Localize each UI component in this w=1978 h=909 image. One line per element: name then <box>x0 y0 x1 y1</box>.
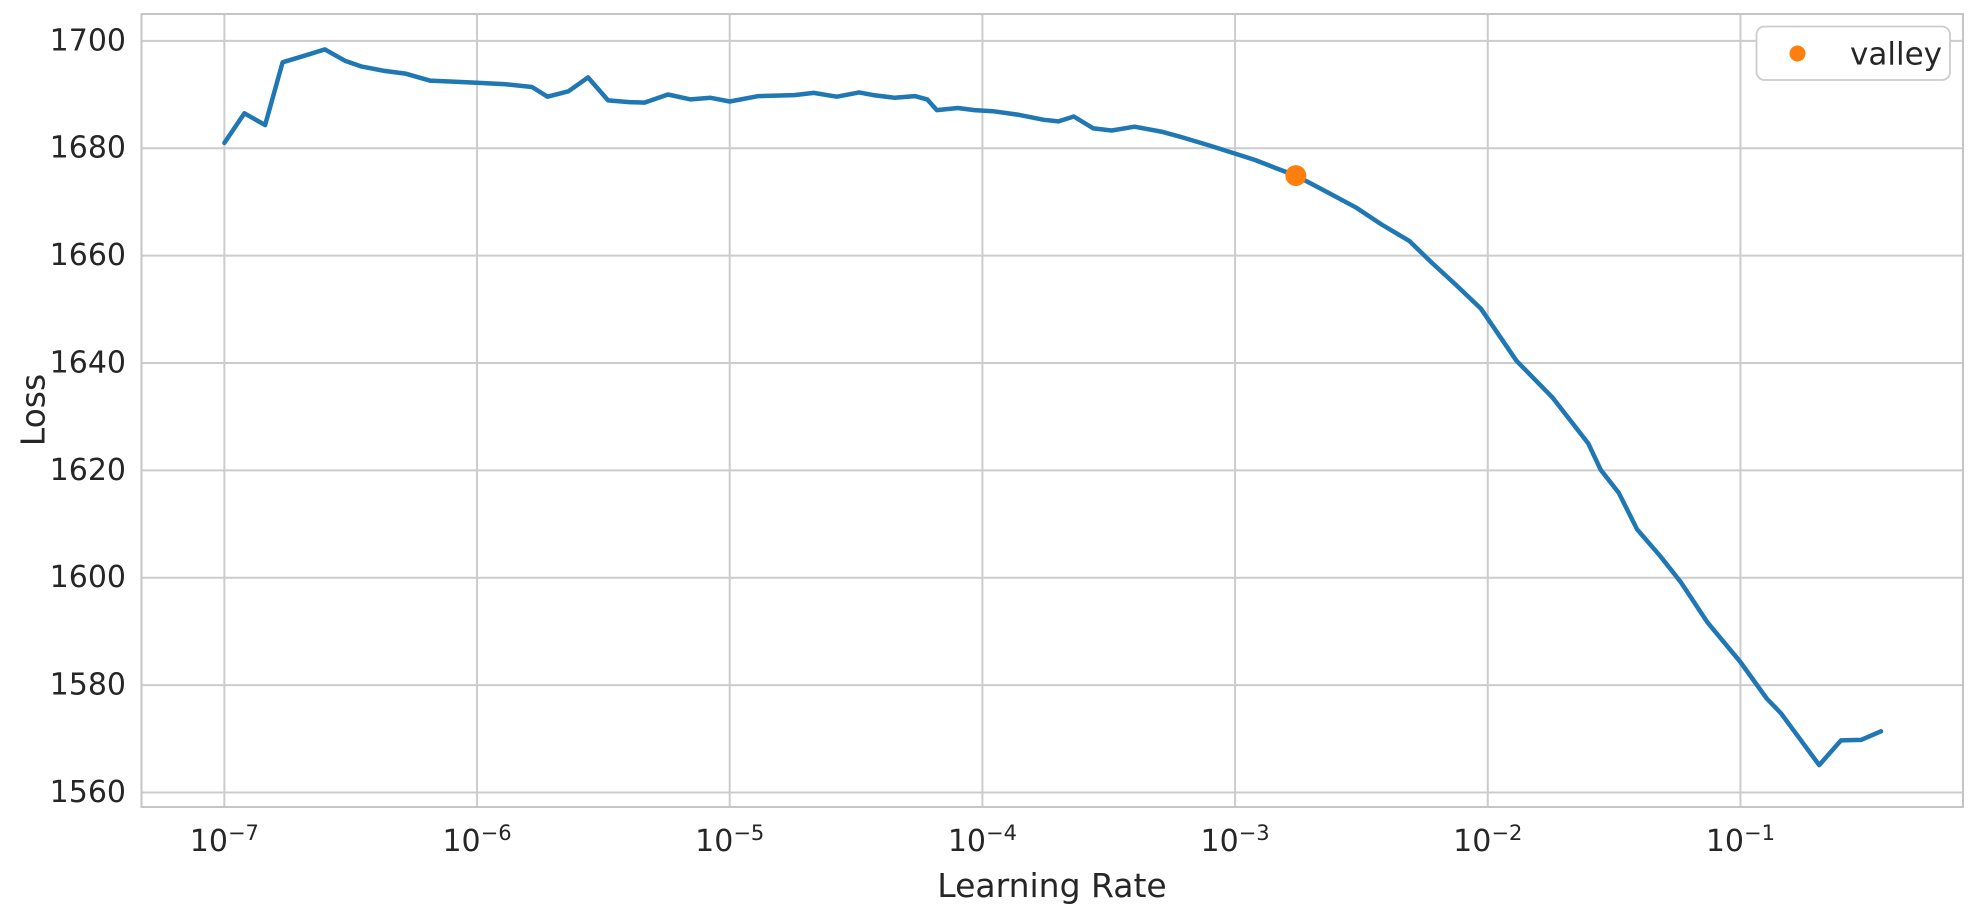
loss-curve-path <box>222 47 1884 768</box>
legend-box <box>1755 25 1951 81</box>
y-tick-labels: 1560 1580 1600 1620 1640 1660 1680 1700 <box>50 23 126 810</box>
x-tick-label: 10−4 <box>948 821 1017 859</box>
x-tick-label: 10−5 <box>695 821 764 859</box>
legend-marker-dot-icon <box>1789 45 1806 62</box>
y-tick-label: 1660 <box>50 238 126 273</box>
y-tick-label: 1640 <box>50 345 126 380</box>
legend-label-valley: valley <box>1850 37 1942 73</box>
x-tick-label: 10−7 <box>190 821 259 859</box>
x-axis-label: Learning Rate <box>937 866 1166 905</box>
loss-curve <box>222 47 1884 768</box>
y-tick-label: 1620 <box>50 453 126 488</box>
y-tick-label: 1600 <box>50 560 126 595</box>
y-axis-label: Loss <box>14 374 53 446</box>
legend: valley <box>1755 25 1951 81</box>
y-tick-label: 1700 <box>50 23 126 58</box>
valley-point <box>1285 165 1307 187</box>
x-tick-label: 10−1 <box>1706 821 1775 859</box>
y-tick-label: 1580 <box>50 668 126 703</box>
y-tick-label: 1680 <box>50 131 126 166</box>
gridlines <box>141 14 1963 807</box>
plot-border <box>140 13 1964 808</box>
y-tick-label: 1560 <box>50 775 126 810</box>
x-tick-label: 10−3 <box>1200 821 1269 859</box>
x-tick-labels: 10−7 10−6 10−5 10−4 10−3 10−2 10−1 <box>190 821 1775 859</box>
x-tick-label: 10−2 <box>1453 821 1522 859</box>
valley-marker <box>1285 165 1307 187</box>
x-tick-label: 10−6 <box>442 821 511 859</box>
